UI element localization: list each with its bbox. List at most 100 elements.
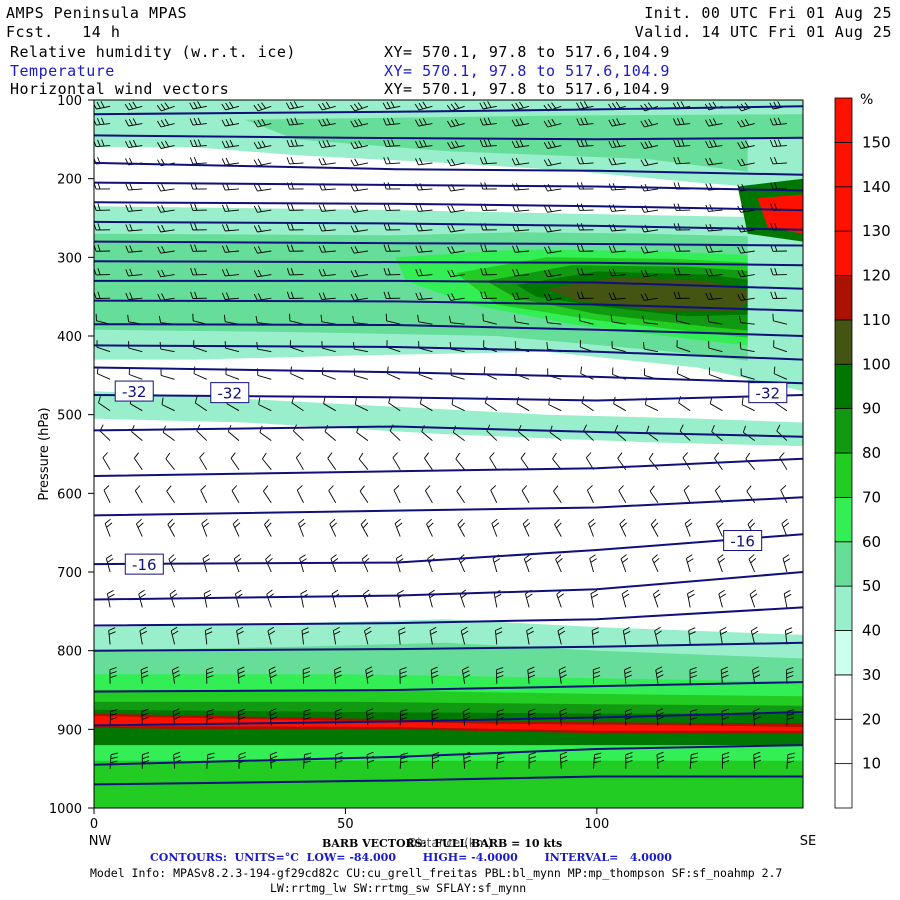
colorbar-bin <box>834 186 853 232</box>
wind-barb <box>286 117 304 126</box>
colorbar-bin <box>834 541 853 587</box>
wind-barb <box>592 667 601 684</box>
wind-barb <box>358 452 369 470</box>
wind-barb <box>496 752 505 769</box>
wind-barb <box>446 102 465 112</box>
wind-barb <box>769 139 787 148</box>
wind-barb <box>782 554 791 573</box>
temperature-contour-7 <box>94 260 803 267</box>
temperature-contour-1 <box>94 134 803 141</box>
wind-barb <box>705 292 723 300</box>
wind-barb <box>133 452 143 470</box>
wind-barb <box>642 315 659 325</box>
wind-barb <box>231 485 240 504</box>
wind-barb <box>383 117 401 126</box>
wind-barb <box>643 342 659 353</box>
wind-barb <box>415 118 433 127</box>
x-tick-label: 0 <box>90 817 98 832</box>
wind-barb <box>157 269 175 278</box>
wind-barb <box>253 269 272 278</box>
wind-barb <box>421 425 433 441</box>
wind-barb <box>447 140 465 149</box>
wind-barb <box>125 224 143 232</box>
wind-barb <box>683 485 691 503</box>
colorbar-tick-label: 80 <box>862 444 881 462</box>
wind-barb <box>170 626 179 645</box>
wind-barb <box>675 313 691 325</box>
temperature-contour-9 <box>94 299 803 312</box>
wind-barb <box>301 627 310 645</box>
wind-barb <box>721 752 730 769</box>
wind-barb <box>786 709 795 726</box>
wind-barb <box>125 204 143 212</box>
wind-barb <box>520 452 530 470</box>
wind-barb <box>392 452 401 470</box>
wind-barb <box>622 627 631 645</box>
wind-barb <box>490 485 498 503</box>
wind-barb <box>269 751 278 769</box>
wind-barb <box>447 269 465 278</box>
wind-barb <box>640 293 659 301</box>
y-tick-label: 700 <box>57 566 82 581</box>
wind-barb <box>554 518 562 537</box>
wind-barb <box>543 140 562 149</box>
init-time: Init. 00 UTC Fri 01 Aug 25 <box>644 4 892 22</box>
wind-barb <box>610 314 626 325</box>
wind-barb <box>457 518 465 537</box>
wind-barb <box>553 485 562 504</box>
wind-barb <box>157 246 175 254</box>
wind-barb <box>619 518 628 537</box>
wind-barb <box>189 101 207 110</box>
wind-barb <box>447 293 465 301</box>
wind-barb <box>350 293 368 301</box>
colorbar-tick-label: 150 <box>862 133 891 151</box>
colorbar-tick-label: 40 <box>862 622 881 640</box>
wind-barb <box>206 667 214 684</box>
wind-barb <box>651 554 660 573</box>
wind-barb <box>157 184 175 192</box>
wind-barb <box>415 292 433 300</box>
wind-barb <box>783 590 792 608</box>
wind-barb <box>528 752 536 769</box>
wind-barb <box>203 590 212 608</box>
wind-barb <box>295 452 304 470</box>
wind-barb <box>480 268 497 276</box>
wind-barb <box>318 118 336 127</box>
wind-barb <box>253 246 272 254</box>
wind-barb <box>190 291 207 299</box>
wind-barb <box>737 269 755 278</box>
wind-barb <box>258 397 272 412</box>
temperature-contour-15 <box>94 457 803 477</box>
wind-barb <box>740 368 755 380</box>
wind-barb <box>447 118 465 128</box>
wind-barb <box>350 246 368 254</box>
wind-barb <box>318 139 336 149</box>
wind-barb <box>750 626 759 645</box>
forecast-hour: Fcst. 14 h <box>6 23 121 41</box>
wind-barb <box>512 292 530 300</box>
wind-barb <box>221 224 240 232</box>
wind-barb <box>456 485 465 504</box>
temperature-contour-12 <box>94 366 803 385</box>
wind-barb <box>334 708 343 726</box>
wind-barb <box>737 140 755 149</box>
wind-barb <box>741 397 755 412</box>
wind-barb <box>656 751 665 769</box>
wind-barb <box>522 518 531 537</box>
wind-barb <box>448 315 465 325</box>
wind-barb <box>366 751 375 769</box>
wind-barb <box>705 139 723 149</box>
wind-barb <box>772 313 788 325</box>
wind-barb <box>296 485 304 503</box>
wind-barb <box>125 118 143 127</box>
colorbar-tick-label: 100 <box>862 355 891 373</box>
y-tick-label: 400 <box>57 330 82 345</box>
wind-barb <box>770 291 787 299</box>
wind-barb <box>640 158 659 167</box>
wind-barb <box>480 291 497 299</box>
wind-barb <box>491 518 500 537</box>
wind-barb <box>673 139 691 148</box>
x-tick-label: 100 <box>584 817 609 832</box>
wind-barb <box>576 139 594 148</box>
wind-barb <box>286 291 304 299</box>
